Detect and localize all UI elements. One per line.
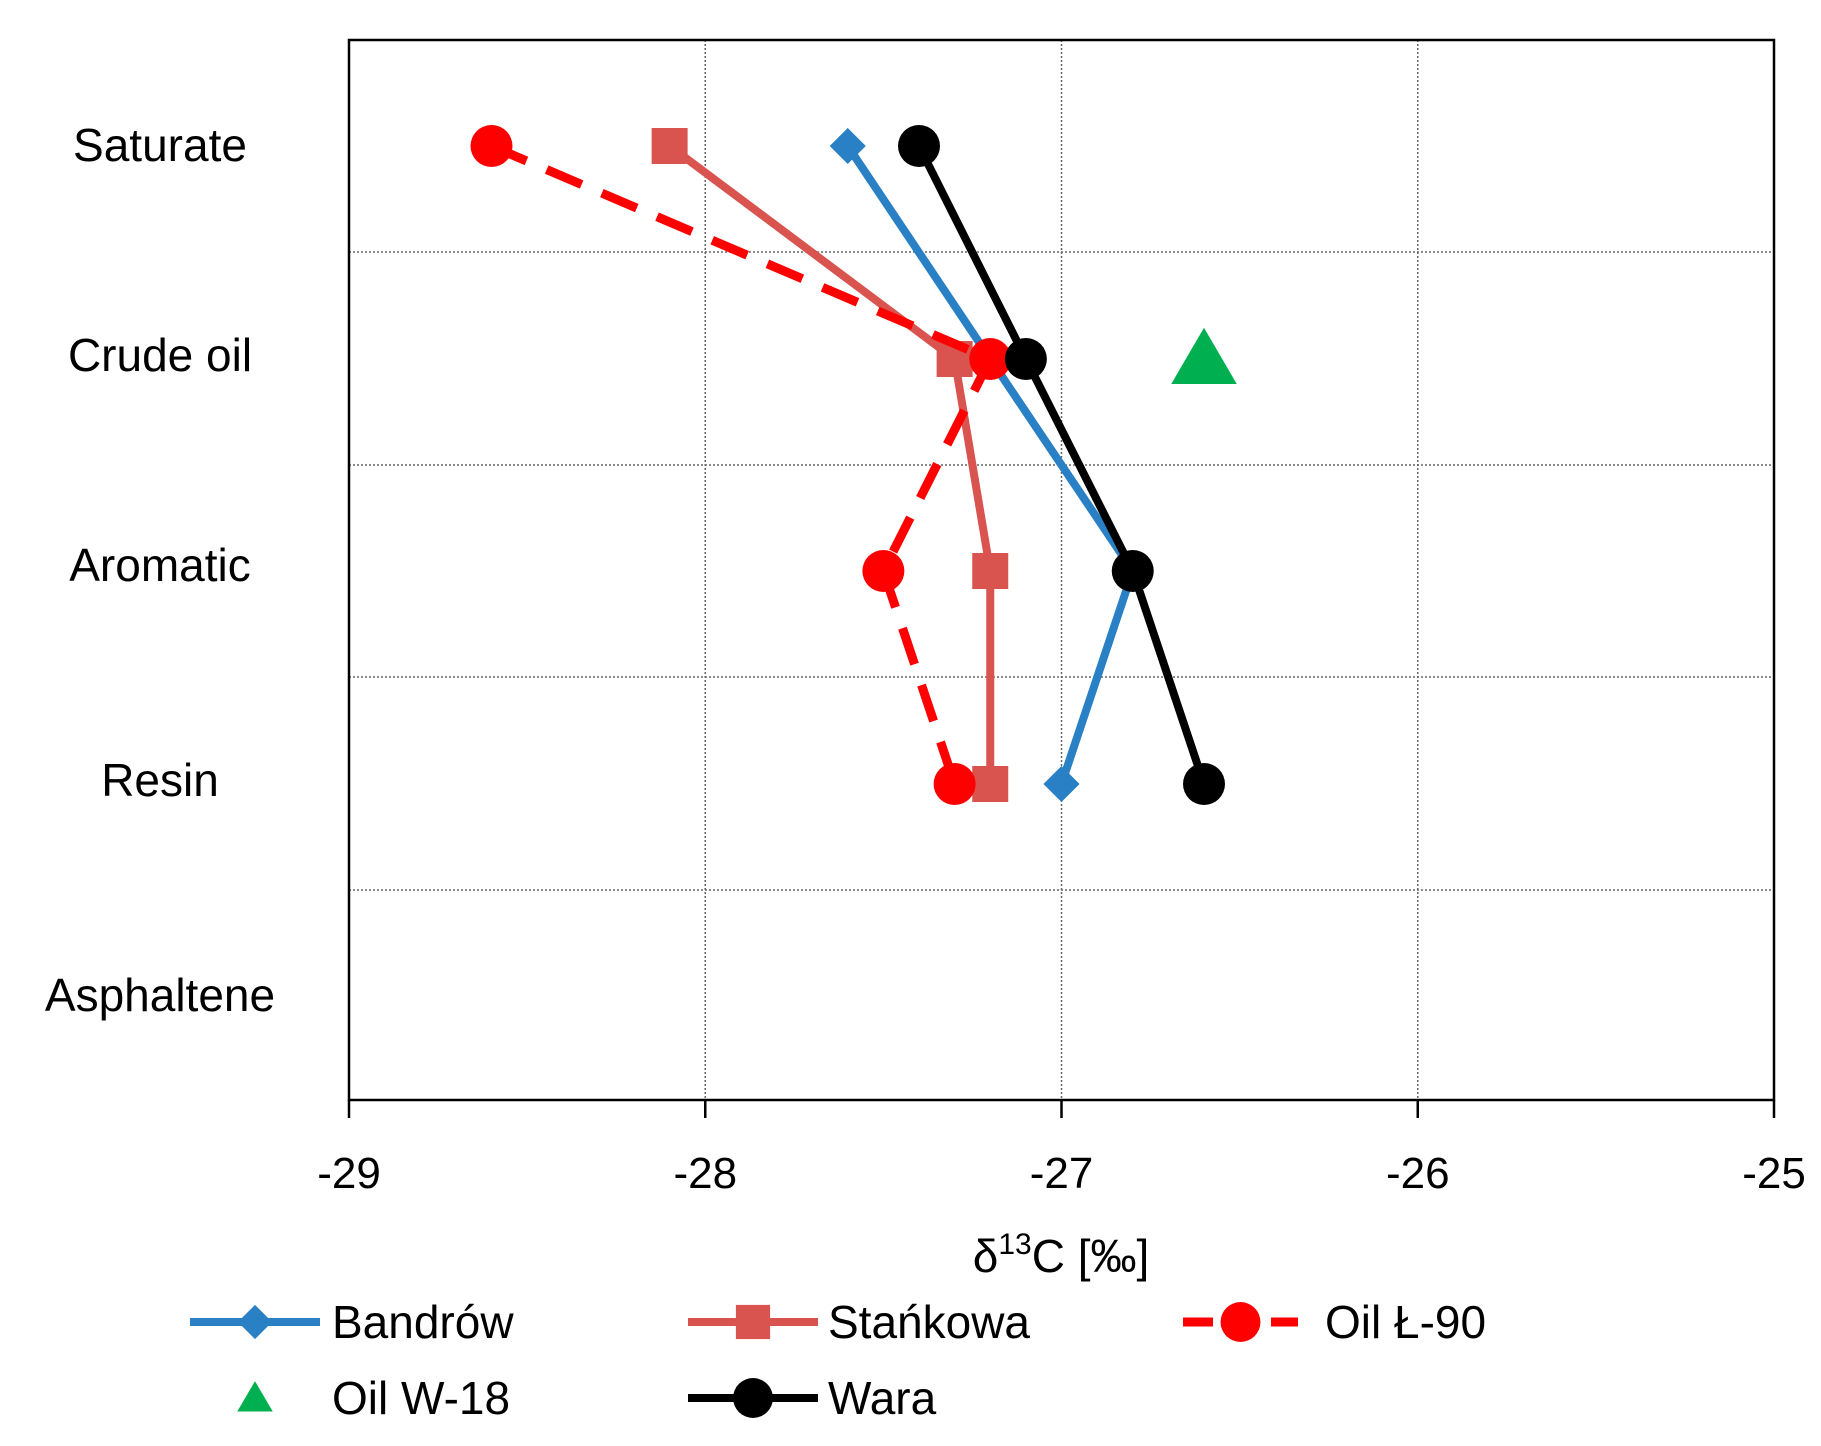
data-point [1183, 763, 1225, 805]
data-point [829, 127, 866, 165]
series-Stańkowa [651, 128, 1009, 802]
category-label: Crude oil [68, 329, 252, 381]
x-axis-title-base: δ [973, 1230, 999, 1282]
legend-item: Wara [688, 1372, 937, 1424]
data-point [898, 125, 940, 167]
legend-item: Stańkowa [688, 1296, 1030, 1348]
data-point [972, 766, 1009, 802]
series-layer [470, 125, 1237, 805]
data-point [933, 763, 976, 805]
category-labels: Saturate Crude oil Aromatic Resin Asphaltene [45, 119, 275, 1021]
grid-layer [349, 40, 1774, 1100]
legend-label: Stańkowa [828, 1296, 1030, 1348]
legend-marker [735, 1304, 771, 1340]
x-axis-title-sup: 13 [998, 1228, 1031, 1261]
legend-marker [237, 1304, 273, 1340]
x-tick-label: -25 [1742, 1149, 1806, 1198]
legend-marker [733, 1378, 773, 1418]
x-axis-title: δ13C [‰] [973, 1228, 1150, 1282]
series-Oil Ł-90 [470, 125, 1012, 805]
legend-label: Bandrów [332, 1296, 514, 1348]
legend-label: Oil W-18 [332, 1372, 510, 1424]
legend-marker [237, 1381, 273, 1412]
data-point [862, 550, 905, 592]
legend-item: Bandrów [190, 1296, 514, 1348]
data-point [651, 128, 688, 164]
category-label: Resin [101, 754, 219, 806]
legend-item: Oil Ł-90 [1183, 1296, 1486, 1348]
category-label: Aromatic [69, 539, 250, 591]
data-point [972, 553, 1009, 589]
x-tick-label: -26 [1386, 1149, 1450, 1198]
x-tick-label: -28 [673, 1149, 737, 1198]
legend-item: Oil W-18 [237, 1372, 510, 1424]
data-point [1171, 327, 1237, 384]
x-axis-title-rest: C [‰] [1032, 1230, 1150, 1282]
series-line [489, 141, 995, 786]
data-point [1004, 338, 1047, 380]
data-point [969, 338, 1012, 380]
data-point [1111, 550, 1154, 592]
x-tick-label: -27 [1030, 1149, 1094, 1198]
data-point [470, 125, 513, 167]
category-label: Asphaltene [45, 969, 275, 1021]
data-point [1043, 765, 1080, 803]
legend-label: Oil Ł-90 [1325, 1296, 1486, 1348]
legend-marker [1220, 1302, 1261, 1342]
series-line [665, 142, 995, 788]
series-Oil W-18 [1171, 327, 1237, 384]
x-axis: -29 -28 -27 -26 -25 [317, 1100, 1806, 1198]
x-tick-label: -29 [317, 1149, 381, 1198]
series-line [843, 142, 1137, 788]
series-Wara [898, 125, 1225, 805]
legend: Bandrów Stańkowa Oil Ł-90 Oil W-18 Wara [190, 1296, 1486, 1424]
category-label: Saturate [73, 119, 247, 171]
series-line [915, 142, 1208, 788]
legend-label: Wara [828, 1372, 937, 1424]
